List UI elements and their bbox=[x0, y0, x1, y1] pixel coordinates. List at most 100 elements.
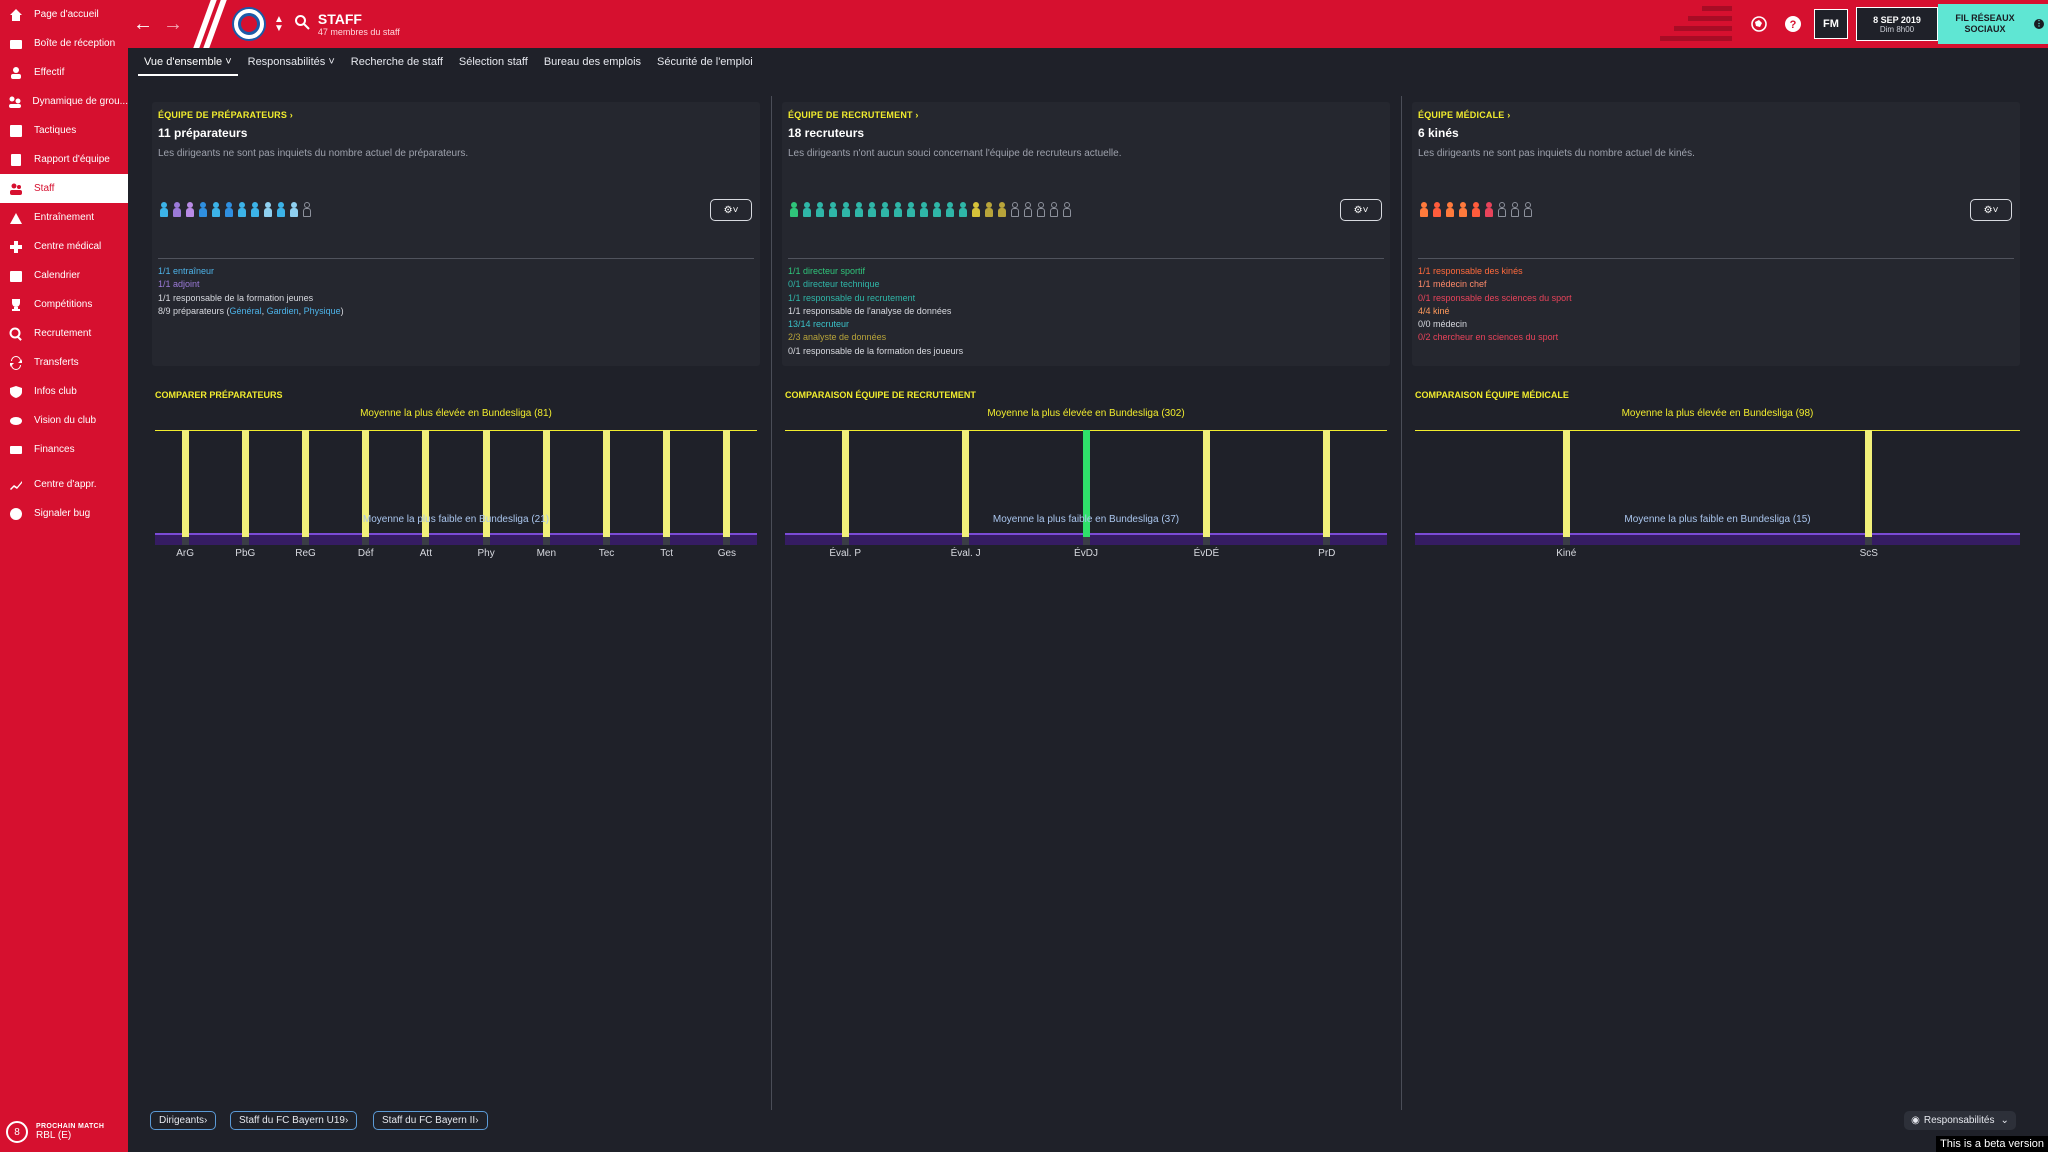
person-icon[interactable] bbox=[814, 202, 827, 218]
person-icon[interactable] bbox=[944, 202, 957, 218]
person-icon[interactable] bbox=[1022, 202, 1035, 218]
bar-tct[interactable] bbox=[663, 430, 671, 537]
person-icon[interactable] bbox=[866, 202, 879, 218]
person-icon[interactable] bbox=[1048, 202, 1061, 218]
role-line[interactable]: 0/1 directeur technique bbox=[788, 279, 880, 290]
panel-title-link[interactable]: ÉQUIPE MÉDICALE › bbox=[1418, 110, 1510, 120]
bar-kin-[interactable] bbox=[1562, 430, 1570, 537]
sidebar-item-effectif[interactable]: Effectif bbox=[0, 58, 128, 87]
role-line[interactable]: 1/1 responsable du recrutement bbox=[788, 292, 916, 303]
role-line[interactable]: 0/0 médecin bbox=[1418, 319, 1468, 330]
role-line[interactable]: 2/3 analyste de données bbox=[788, 332, 887, 343]
footer-link-0[interactable]: Dirigeants › bbox=[150, 1111, 217, 1130]
back-arrow-icon[interactable]: ← bbox=[133, 12, 153, 35]
role-line[interactable]: 1/1 médecin chef bbox=[1418, 279, 1487, 290]
role-line[interactable]: 1/1 adjoint bbox=[158, 279, 200, 290]
role-line[interactable]: 4/4 kiné bbox=[1418, 305, 1450, 316]
bar-tec[interactable] bbox=[603, 430, 610, 537]
person-icon[interactable] bbox=[197, 202, 210, 218]
person-icon[interactable] bbox=[236, 202, 249, 218]
bar--vdj[interactable] bbox=[1082, 430, 1090, 537]
role-line[interactable]: 0/2 chercheur en sciences du sport bbox=[1418, 332, 1559, 343]
person-icon[interactable] bbox=[1061, 202, 1074, 218]
role-line[interactable]: 1/1 directeur sportif bbox=[788, 266, 866, 276]
person-icon[interactable] bbox=[1509, 202, 1522, 218]
role-line[interactable]: 0/1 responsable des sciences du sport bbox=[1418, 292, 1572, 303]
sidebar-item-tactiques[interactable]: Tactiques bbox=[0, 116, 128, 145]
tab-4[interactable]: Bureau des emplois bbox=[538, 52, 647, 76]
sidebar-item-transferts[interactable]: Transferts bbox=[0, 348, 128, 377]
bar--val-p[interactable] bbox=[841, 430, 849, 537]
sidebar-item-vision-du-club[interactable]: Vision du club bbox=[0, 406, 128, 435]
sidebar-item-infos-club[interactable]: Infos club bbox=[0, 377, 128, 406]
staff-filter-button[interactable]: ⚙ ˅ bbox=[1340, 199, 1382, 221]
role-line[interactable]: 1/1 responsable des kinés bbox=[1418, 266, 1523, 276]
sidebar-item-entra-nement[interactable]: Entraînement bbox=[0, 203, 128, 232]
role-line[interactable]: 1/1 responsable de l'analyse de données bbox=[788, 305, 952, 316]
person-icon[interactable] bbox=[249, 202, 262, 218]
person-icon[interactable] bbox=[801, 202, 814, 218]
person-icon[interactable] bbox=[840, 202, 853, 218]
bar-d-f[interactable] bbox=[362, 430, 370, 537]
person-icon[interactable] bbox=[1522, 202, 1535, 218]
person-icon[interactable] bbox=[184, 202, 197, 218]
person-icon[interactable] bbox=[1496, 202, 1509, 218]
person-icon[interactable] bbox=[879, 202, 892, 218]
sidebar-item-bo-te-de-r-ception[interactable]: Boîte de réception bbox=[0, 29, 128, 58]
person-icon[interactable] bbox=[301, 202, 314, 218]
role-line[interactable]: 1/1 responsable de la formation jeunes bbox=[158, 292, 314, 303]
bar-reg[interactable] bbox=[302, 430, 309, 537]
sidebar-item-dynamique-de-grou[interactable]: Dynamique de grou... bbox=[0, 87, 128, 116]
panel-title-link[interactable]: ÉQUIPE DE PRÉPARATEURS › bbox=[158, 110, 293, 120]
person-icon[interactable] bbox=[288, 202, 301, 218]
footer-link-2[interactable]: Staff du FC Bayern II › bbox=[373, 1111, 488, 1130]
person-icon[interactable] bbox=[158, 202, 171, 218]
fm-menu-button[interactable]: FM bbox=[1814, 9, 1848, 39]
tab-2[interactable]: Recherche de staff bbox=[345, 52, 449, 76]
role-line[interactable]: 0/1 responsable de la formation des joue… bbox=[788, 345, 964, 356]
staff-filter-button[interactable]: ⚙ ˅ bbox=[1970, 199, 2012, 221]
sidebar-item-recrutement[interactable]: Recrutement bbox=[0, 319, 128, 348]
responsibilities-button[interactable]: ◉ Responsabilités ⌄ bbox=[1904, 1111, 2016, 1130]
person-icon[interactable] bbox=[210, 202, 223, 218]
person-icon[interactable] bbox=[957, 202, 970, 218]
bar-phy[interactable] bbox=[482, 430, 490, 537]
social-more-icon[interactable]: ⋮ bbox=[2034, 19, 2044, 29]
role-link[interactable]: Gardien bbox=[266, 305, 299, 316]
bar-pbg[interactable] bbox=[241, 430, 249, 537]
sidebar-item-staff[interactable]: Staff bbox=[0, 174, 128, 203]
bar-ges[interactable] bbox=[723, 430, 731, 537]
person-icon[interactable] bbox=[1470, 202, 1483, 218]
person-icon[interactable] bbox=[1035, 202, 1048, 218]
sidebar-item-finances[interactable]: Finances bbox=[0, 435, 128, 464]
bar-scs[interactable] bbox=[1865, 430, 1873, 537]
person-icon[interactable] bbox=[931, 202, 944, 218]
person-icon[interactable] bbox=[996, 202, 1009, 218]
club-logo[interactable] bbox=[232, 7, 266, 41]
search-icon[interactable] bbox=[294, 14, 310, 35]
sidebar-item-centre-m-dical[interactable]: Centre médical bbox=[0, 232, 128, 261]
bar--val-j[interactable] bbox=[962, 430, 970, 537]
help-icon[interactable]: ? bbox=[1780, 11, 1806, 37]
person-icon[interactable] bbox=[827, 202, 840, 218]
bar-arg[interactable] bbox=[181, 430, 189, 537]
bar-att[interactable] bbox=[422, 430, 430, 537]
person-icon[interactable] bbox=[1009, 202, 1022, 218]
role-line[interactable]: 13/14 recruteur bbox=[788, 319, 850, 330]
sidebar-item-rapport-d-quipe[interactable]: Rapport d'équipe bbox=[0, 145, 128, 174]
tab-1[interactable]: Responsabilités ˅ bbox=[242, 52, 341, 76]
club-switch-icon[interactable]: ▲ ▼ bbox=[274, 14, 284, 34]
person-icon[interactable] bbox=[171, 202, 184, 218]
staff-filter-button[interactable]: ⚙ ˅ bbox=[710, 199, 752, 221]
sidebar-item-comp-titions[interactable]: Compétitions bbox=[0, 290, 128, 319]
world-icon[interactable] bbox=[1746, 11, 1772, 37]
person-icon[interactable] bbox=[788, 202, 801, 218]
person-icon[interactable] bbox=[905, 202, 918, 218]
person-icon[interactable] bbox=[1431, 202, 1444, 218]
bar-men[interactable] bbox=[542, 430, 550, 537]
person-icon[interactable] bbox=[262, 202, 275, 218]
role-link[interactable]: Physique bbox=[303, 305, 341, 316]
panel-title-link[interactable]: ÉQUIPE DE RECRUTEMENT › bbox=[788, 110, 919, 120]
person-icon[interactable] bbox=[1444, 202, 1457, 218]
continue-date-button[interactable]: 8 SEP 2019 Dim 8h00 bbox=[1856, 7, 1938, 41]
